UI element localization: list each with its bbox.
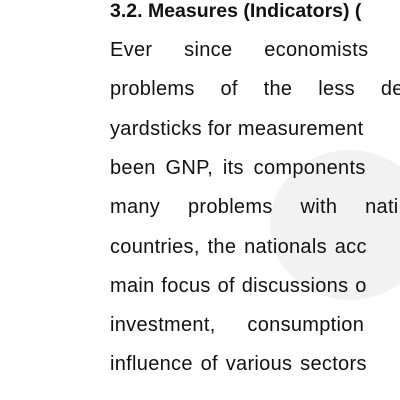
- text-line: been GNP, its components: [110, 156, 366, 179]
- text-line: influence of various sectors: [110, 353, 367, 376]
- watermark: ​: [65, 168, 115, 186]
- text-line: main focus of discussions o: [110, 274, 367, 297]
- text-line: yardsticks for measurement: [110, 117, 364, 140]
- text-line: many problems with nati: [110, 196, 399, 219]
- text-line: investment, consumption: [110, 314, 365, 337]
- text-line: countries, the nationals acc: [110, 235, 367, 258]
- section-heading: 3.2. Measures (Indicators) (: [110, 0, 362, 22]
- text-line: Ever since economists h: [110, 39, 400, 61]
- text-line: problems of the less dev: [110, 78, 400, 101]
